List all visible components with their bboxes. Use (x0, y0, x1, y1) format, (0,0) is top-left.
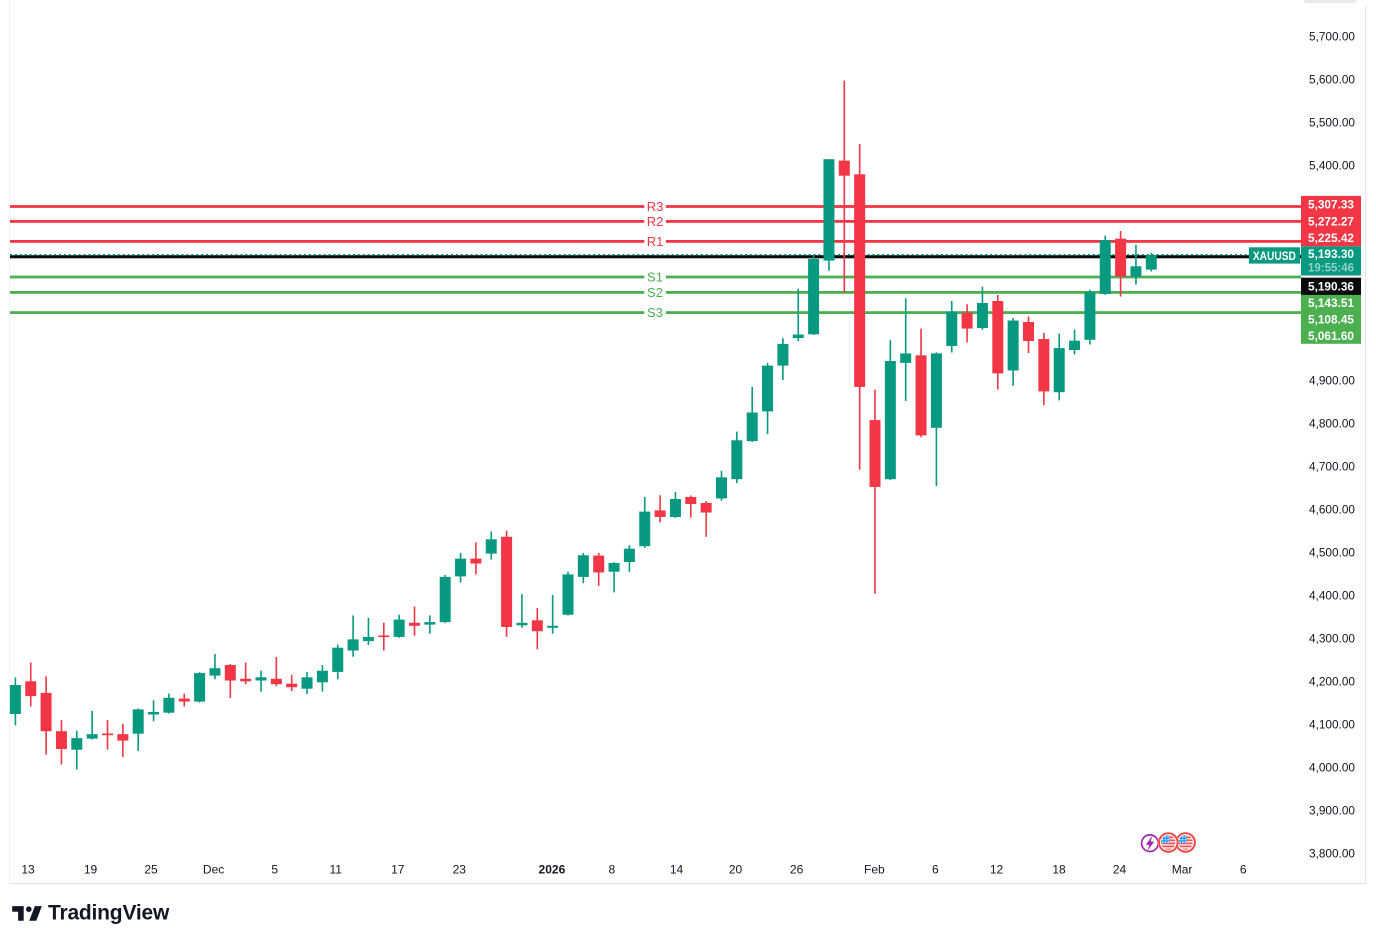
svg-text:13: 13 (21, 863, 35, 877)
svg-text:4,800.00: 4,800.00 (1309, 417, 1355, 431)
svg-text:5,061.60: 5,061.60 (1308, 329, 1354, 343)
svg-text:3,800.00: 3,800.00 (1309, 847, 1355, 861)
svg-text:4,400.00: 4,400.00 (1309, 589, 1355, 603)
svg-text:17: 17 (391, 863, 405, 877)
svg-text:6: 6 (1240, 863, 1247, 877)
svg-text:8: 8 (609, 863, 616, 877)
svg-text:Mar: Mar (1172, 863, 1193, 877)
svg-text:19: 19 (84, 863, 98, 877)
svg-text:5,225.42: 5,225.42 (1308, 231, 1354, 245)
svg-text:5: 5 (271, 863, 278, 877)
svg-text:TradingView: TradingView (48, 902, 170, 925)
svg-text:R3: R3 (647, 199, 664, 214)
svg-text:2026: 2026 (539, 863, 566, 877)
svg-text:11: 11 (329, 863, 342, 877)
svg-text:23: 23 (453, 863, 467, 877)
svg-text:3,900.00: 3,900.00 (1309, 804, 1355, 818)
svg-text:4,700.00: 4,700.00 (1309, 460, 1355, 474)
svg-text:19:55:46: 19:55:46 (1308, 261, 1354, 275)
svg-text:R1: R1 (647, 234, 664, 249)
svg-text:20: 20 (729, 863, 743, 877)
svg-text:5,600.00: 5,600.00 (1309, 73, 1355, 87)
svg-text:18: 18 (1052, 863, 1066, 877)
svg-text:5,143.51: 5,143.51 (1308, 296, 1354, 310)
svg-text:5,400.00: 5,400.00 (1309, 159, 1355, 173)
svg-text:S3: S3 (647, 305, 663, 320)
svg-text:4,000.00: 4,000.00 (1309, 761, 1355, 775)
svg-text:S2: S2 (647, 285, 663, 300)
svg-text:XAUUSD: XAUUSD (1253, 249, 1296, 263)
svg-text:4,100.00: 4,100.00 (1309, 718, 1355, 732)
svg-text:5,190.36: 5,190.36 (1308, 280, 1354, 294)
svg-text:5,500.00: 5,500.00 (1309, 116, 1355, 130)
svg-text:5,307.33: 5,307.33 (1308, 198, 1354, 212)
svg-text:4,300.00: 4,300.00 (1309, 632, 1355, 646)
svg-text:Dec: Dec (203, 863, 224, 877)
svg-text:R2: R2 (647, 214, 664, 229)
svg-text:26: 26 (790, 863, 804, 877)
svg-text:4,200.00: 4,200.00 (1309, 675, 1355, 689)
svg-text:6: 6 (932, 863, 939, 877)
svg-text:4,600.00: 4,600.00 (1309, 503, 1355, 517)
svg-text:14: 14 (670, 863, 684, 877)
svg-text:4,900.00: 4,900.00 (1309, 374, 1355, 388)
svg-text:25: 25 (144, 863, 158, 877)
svg-text:4,500.00: 4,500.00 (1309, 546, 1355, 560)
svg-text:12: 12 (990, 863, 1004, 877)
svg-text:5,108.45: 5,108.45 (1308, 313, 1354, 327)
svg-text:5,193.30: 5,193.30 (1308, 247, 1354, 261)
svg-text:Feb: Feb (864, 863, 885, 877)
svg-text:24: 24 (1113, 863, 1127, 877)
svg-text:5,272.27: 5,272.27 (1308, 214, 1354, 228)
svg-text:5,700.00: 5,700.00 (1309, 30, 1355, 44)
svg-text:S1: S1 (647, 270, 663, 285)
